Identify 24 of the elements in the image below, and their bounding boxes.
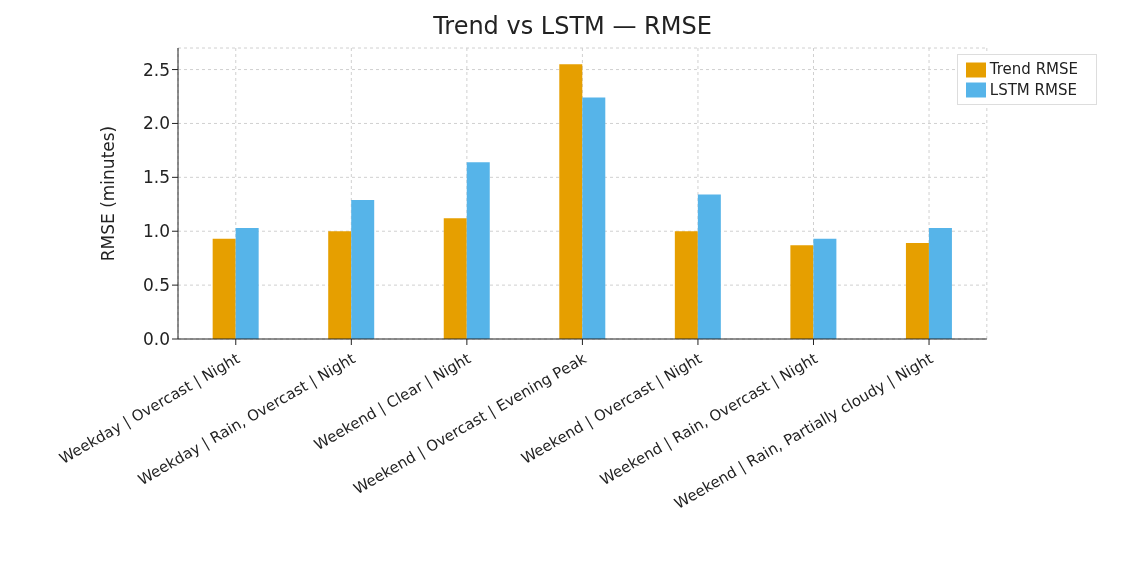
bar: [813, 238, 837, 339]
y-tick-label: 1.5: [142, 167, 170, 188]
legend-label: LSTM RMSE: [989, 80, 1077, 99]
bar: [790, 245, 814, 339]
bar: [674, 231, 698, 339]
y-tick-label: 2.5: [142, 59, 170, 80]
y-tick-label: 2.0: [142, 113, 170, 134]
bar: [582, 97, 606, 339]
bar: [351, 199, 375, 339]
bar: [466, 162, 490, 339]
y-tick-label: 0.0: [142, 329, 170, 350]
y-tick-label: 0.5: [142, 275, 170, 296]
y-tick-label: 1.0: [142, 221, 170, 242]
legend-label: Trend RMSE: [989, 60, 1078, 78]
bar: [697, 194, 721, 339]
bar: [328, 231, 352, 339]
bar: [212, 238, 236, 339]
bar: [443, 218, 467, 339]
y-axis-title: RMSE (minutes): [98, 125, 119, 262]
bar: [235, 227, 259, 339]
bar: [905, 243, 929, 339]
chart-title: Trend vs LSTM — RMSE: [432, 11, 713, 42]
bar: [559, 64, 583, 339]
bar: [928, 227, 952, 339]
